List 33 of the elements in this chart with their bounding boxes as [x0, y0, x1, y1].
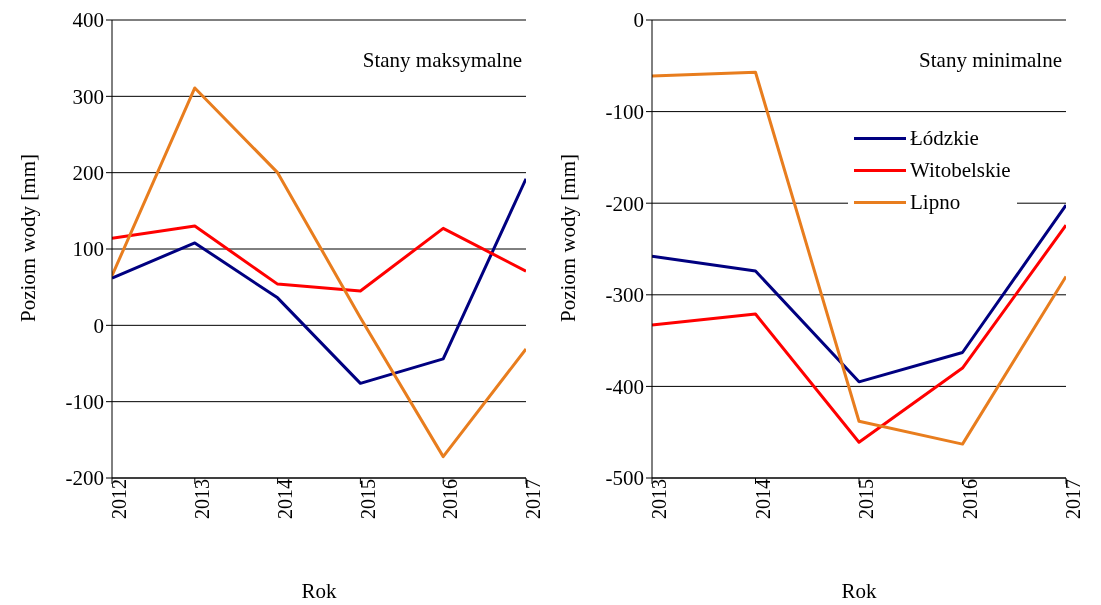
y-tick-label: -500: [605, 466, 644, 491]
y-tick-label: -200: [605, 191, 644, 216]
x-tick-label: 2017: [1062, 479, 1085, 519]
x-axis-title: Rok: [301, 579, 337, 603]
x-tick-label: 2015: [356, 479, 379, 519]
annotation: Stany maksymalne: [358, 48, 526, 73]
y-tick-label: -400: [605, 374, 644, 399]
x-axis-title: Rok: [841, 579, 877, 603]
annotation: Stany minimalne: [915, 48, 1066, 73]
x-tick-label: 2015: [855, 479, 878, 519]
x-tick-label: 2013: [191, 479, 213, 519]
legend-label: Łódzkie: [910, 125, 979, 151]
x-tick-label: 2013: [648, 479, 671, 519]
legend-label: Witobelskie: [910, 157, 1011, 183]
x-tick-label: 2014: [273, 479, 296, 519]
x-tick-label: 2016: [439, 479, 462, 519]
y-tick-label: 300: [72, 84, 104, 109]
y-tick-label: -100: [65, 390, 104, 415]
y-tick-label: 0: [633, 8, 644, 33]
y-tick-label: -100: [605, 100, 644, 125]
y-tick-label: -200: [65, 466, 104, 491]
x-tick-label: 2012: [108, 479, 131, 519]
legend-label: Lipno: [910, 189, 961, 215]
y-tick-label: 100: [72, 237, 104, 262]
x-tick-label: 2014: [751, 479, 774, 519]
y-tick-label: -300: [605, 283, 644, 308]
y-axis-title: Poziom wody [mm]: [555, 154, 581, 322]
y-tick-label: 200: [72, 161, 104, 186]
y-tick-label: 400: [72, 8, 104, 33]
y-tick-label: 0: [93, 313, 104, 338]
x-tick-label: 2016: [958, 479, 981, 519]
y-axis-title: Poziom wody [mm]: [15, 154, 41, 322]
x-tick-label: 2017: [522, 479, 545, 519]
